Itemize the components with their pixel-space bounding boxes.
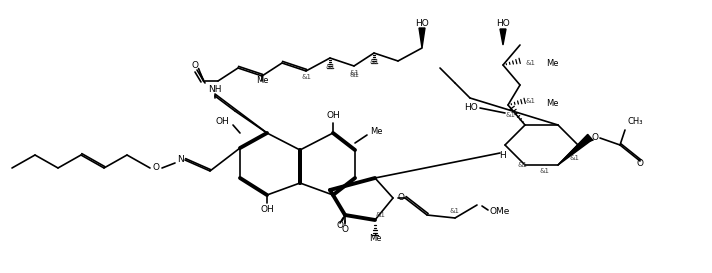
Text: &1: &1 — [517, 162, 527, 168]
Text: O: O — [342, 224, 348, 233]
Text: &1: &1 — [369, 59, 379, 65]
Text: &1: &1 — [570, 155, 580, 161]
Text: &1: &1 — [375, 212, 385, 218]
Text: O: O — [192, 61, 199, 70]
Polygon shape — [558, 134, 592, 165]
Polygon shape — [419, 28, 425, 48]
Text: &1: &1 — [349, 72, 359, 78]
Text: OH: OH — [215, 117, 229, 126]
Text: HO: HO — [496, 19, 510, 28]
Text: &1: &1 — [450, 208, 460, 214]
Text: CH₃: CH₃ — [628, 117, 644, 126]
Text: &1: &1 — [540, 168, 550, 174]
Text: O: O — [637, 159, 644, 168]
Text: Me: Me — [546, 58, 558, 67]
Text: &1: &1 — [525, 60, 535, 66]
Text: OH: OH — [260, 206, 274, 215]
Text: Me: Me — [370, 126, 382, 135]
Text: NH: NH — [208, 85, 221, 94]
Text: HO: HO — [415, 19, 429, 28]
Text: &1: &1 — [325, 64, 335, 70]
Text: O: O — [592, 133, 599, 143]
Text: O: O — [152, 164, 159, 173]
Text: O: O — [337, 221, 343, 230]
Text: OMe: OMe — [490, 206, 511, 215]
Text: N: N — [177, 156, 184, 165]
Text: &1: &1 — [301, 74, 311, 80]
Text: Me: Me — [546, 99, 558, 108]
Text: O: O — [398, 194, 405, 203]
Polygon shape — [500, 29, 506, 45]
Text: H: H — [498, 150, 506, 159]
Text: &1: &1 — [525, 98, 535, 104]
Text: HO: HO — [464, 103, 478, 112]
Text: Me: Me — [369, 234, 381, 243]
Text: OH: OH — [326, 111, 340, 120]
Text: Me: Me — [256, 76, 268, 85]
Text: &1: &1 — [349, 70, 359, 76]
Text: &1: &1 — [505, 112, 515, 118]
